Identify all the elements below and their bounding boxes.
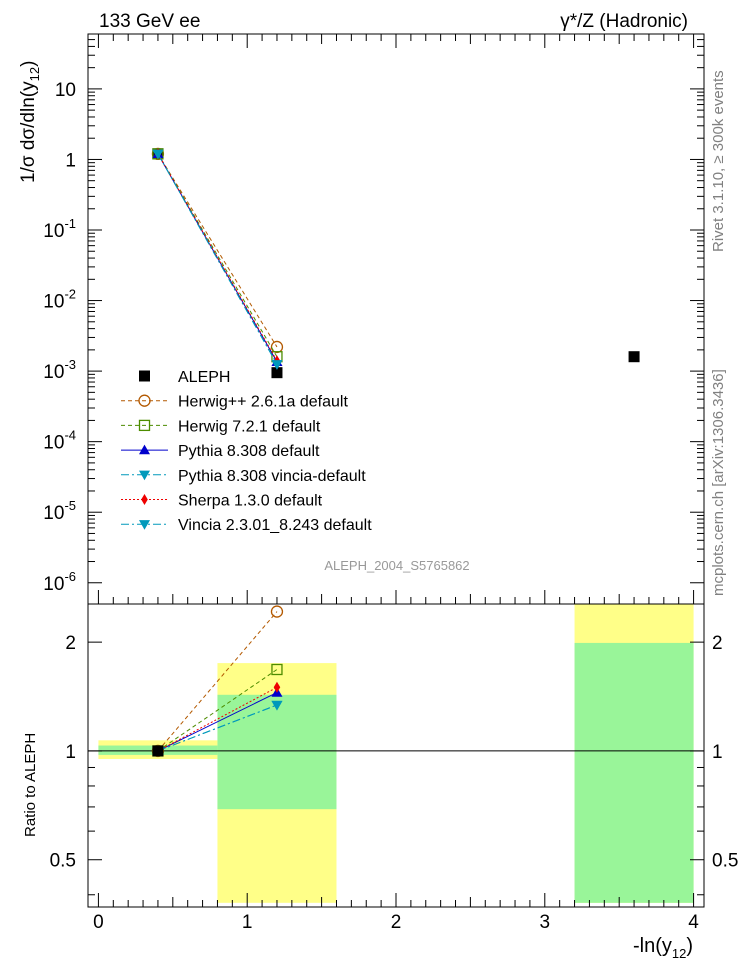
ratio-line <box>157 686 278 752</box>
data-point <box>271 360 283 370</box>
legend-marker <box>139 520 150 530</box>
y-tick-label: 10-1 <box>43 216 76 242</box>
y-tick-label: 10-2 <box>43 287 76 313</box>
data-point <box>271 367 283 379</box>
ratio-line <box>157 692 278 752</box>
legend-label: Herwig 7.2.1 default <box>178 418 321 435</box>
legend-marker <box>138 394 151 407</box>
ratio-series <box>151 605 284 758</box>
ratio-y-tick-label-right: 1 <box>712 742 723 763</box>
ratio-axes: 0 1 2 3 4 0.5 0.5 1 1 2 2 <box>50 603 738 933</box>
data-point <box>628 351 640 363</box>
legend-marker <box>139 470 150 481</box>
ratio-line <box>157 611 278 752</box>
process-label: γ*/Z (Hadronic) <box>560 11 688 32</box>
y-tick-label: 10 <box>55 80 76 101</box>
mcplots-label: mcplots.cern.ch [arXiv:1306.3436] <box>710 369 727 596</box>
y-tick-label: 10-6 <box>43 569 76 595</box>
y-tick-label: 10-3 <box>43 357 76 383</box>
x-axis-label: -ln(y12) <box>633 935 693 961</box>
y-tick-label: 10-5 <box>43 498 76 524</box>
ratio-line <box>157 669 278 752</box>
ratio-y-tick-label-right: 0.5 <box>712 851 738 872</box>
ratio-y-tick-label: 2 <box>65 633 76 654</box>
ratio-point <box>271 663 283 676</box>
legend-label: Herwig++ 2.6.1a default <box>178 394 348 411</box>
y-tick-label: 1 <box>65 150 76 171</box>
x-tick-label: 3 <box>540 912 551 933</box>
x-tick-label: 0 <box>93 912 104 933</box>
energy-label: 133 GeV ee <box>99 11 200 32</box>
series-line <box>157 153 278 348</box>
y-tick-label: 10-4 <box>43 428 76 454</box>
x-tick-label: 2 <box>391 912 402 933</box>
legend-marker <box>139 370 150 382</box>
uncertainty-band-green <box>574 642 694 903</box>
ratio-point <box>271 700 283 711</box>
legend-marker <box>138 419 151 432</box>
analysis-label: ALEPH_2004_S5765862 <box>324 558 469 573</box>
legend-marker <box>139 444 150 455</box>
legend-label: Sherpa 1.3.0 default <box>178 493 323 510</box>
svg-text:-ln(y12): -ln(y12) <box>633 935 693 961</box>
ratio-reference-point <box>152 745 164 757</box>
legend-marker <box>141 494 148 505</box>
legend-label: ALEPH <box>178 369 230 386</box>
ratio-point <box>270 605 284 618</box>
ratio-y-tick-label-right: 2 <box>712 633 723 654</box>
ratio-point <box>273 681 281 693</box>
ratio-line <box>157 704 278 752</box>
svg-text:1/σ dσ/dln(y12): 1/σ dσ/dln(y12) <box>18 61 42 183</box>
legend-label: Pythia 8.308 vincia-default <box>178 468 366 485</box>
x-tick-label: 4 <box>688 912 699 933</box>
legend-label: Pythia 8.308 default <box>178 443 320 460</box>
rivet-label: Rivet 3.1.10, ≥ 300k events <box>710 70 727 252</box>
series-line <box>157 153 278 365</box>
main-series <box>151 147 640 379</box>
data-point <box>270 340 284 354</box>
uncertainty-band-green <box>217 694 337 810</box>
legend: ALEPH Herwig++ 2.6.1a default Herwig 7.2.1… <box>121 369 372 534</box>
ratio-y-tick-label: 0.5 <box>50 851 76 872</box>
ratio-y-axis-label: Ratio to ALEPH <box>22 733 39 837</box>
main-axes: 10-6 10-5 10-4 10-3 10-2 10-1 1 10 <box>43 33 705 605</box>
main-y-axis-label: 1/σ dσ/dln(y12) <box>18 61 42 183</box>
data-point <box>152 149 164 160</box>
legend-label: Vincia 2.3.01_8.243 default <box>178 517 372 534</box>
ratio-y-tick-label: 1 <box>65 742 76 763</box>
x-tick-label: 1 <box>242 912 253 933</box>
ratio-bands <box>98 604 694 903</box>
